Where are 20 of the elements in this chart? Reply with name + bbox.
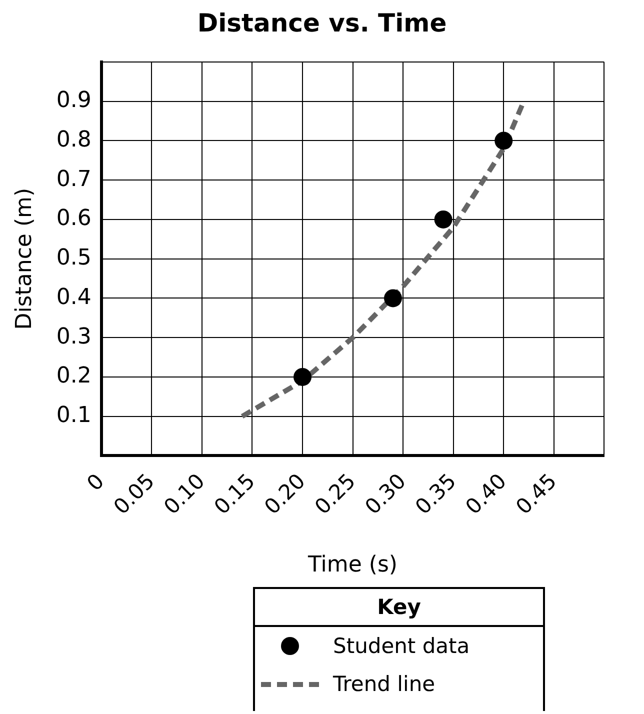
y-tick-label: 0.7 xyxy=(56,166,92,192)
point xyxy=(384,289,402,308)
point xyxy=(434,210,452,228)
x-axis-title: Time (s) xyxy=(307,552,398,578)
y-axis-title: Distance (m) xyxy=(12,188,37,330)
y-tick-label: 0.8 xyxy=(56,127,92,152)
y-tick-label: 0.9 xyxy=(56,88,92,114)
y-tick-label: 0.5 xyxy=(56,246,92,271)
legend-title: Key xyxy=(255,589,543,627)
y-tick-label: 0.4 xyxy=(56,284,92,310)
point xyxy=(494,132,513,150)
y-tick-label: 0.3 xyxy=(56,324,92,350)
point xyxy=(294,368,312,386)
y-tick-label: 0.2 xyxy=(56,364,92,389)
chart-title: Distance vs. Time xyxy=(197,8,447,38)
legend-label: Student data xyxy=(333,634,470,658)
y-tick-label: 0.1 xyxy=(56,403,92,428)
x-tick-label: 0 xyxy=(82,469,109,496)
y-tick-label: 0.6 xyxy=(56,206,92,232)
legend-label: Trend line xyxy=(333,672,436,696)
